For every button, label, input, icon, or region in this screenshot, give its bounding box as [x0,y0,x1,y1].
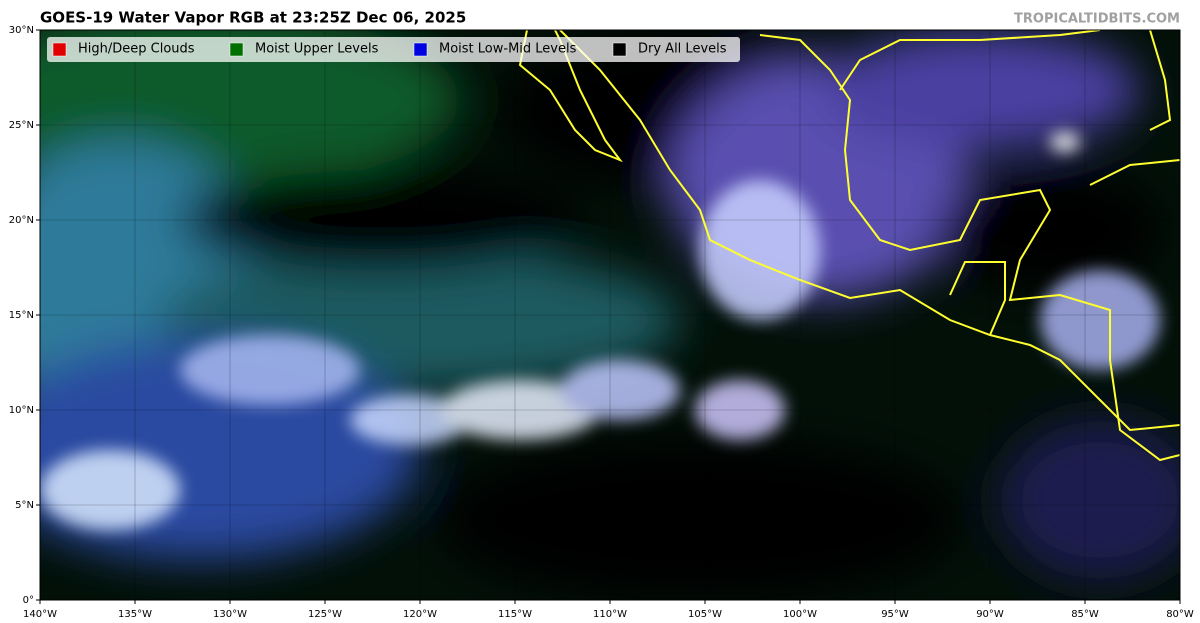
y-tick-label: 20°N [9,215,34,226]
y-tick-label: 5°N [15,500,34,511]
y-tick-label: 25°N [9,120,34,131]
legend-label: Moist Upper Levels [255,42,379,57]
title: GOES-19 Water Vapor RGB at 23:25Z Dec 06… [40,9,466,27]
x-tick-label: 100°W [783,609,817,620]
y-tick-label: 30°N [9,25,34,36]
x-tick-label: 120°W [403,609,437,620]
x-tick-label: 80°W [1166,609,1194,620]
satellite-image [40,30,1180,600]
legend-box [47,37,740,62]
coastlines [518,30,1180,462]
legend-swatch [413,42,428,57]
legend-swatch [612,42,627,57]
x-tick-label: 105°W [688,609,722,620]
legend: High/Deep Clouds Moist Upper Levels Moist … [47,37,740,62]
x-tick-label: 130°W [213,609,247,620]
legend-label: Moist Low-Mid Levels [439,42,577,57]
legend-label: Dry All Levels [638,42,727,57]
x-tick-label: 95°W [881,609,909,620]
legend-swatch [52,42,67,57]
axis-ticks: 140°W 135°W 130°W 125°W 120°W 115°W 110°W 105°W… [9,25,1194,620]
watermark: TROPICALTIDBITS.COM [1014,12,1180,27]
legend-swatch [229,42,244,57]
y-tick-label: 15°N [9,310,34,321]
x-tick-label: 110°W [593,609,627,620]
x-tick-label: 125°W [308,609,342,620]
x-tick-label: 85°W [1071,609,1099,620]
y-tick-label: 10°N [9,405,34,416]
y-tick-label: 0° [23,595,34,606]
x-tick-label: 140°W [23,609,57,620]
x-tick-label: 135°W [118,609,152,620]
x-tick-label: 115°W [498,609,532,620]
legend-label: High/Deep Clouds [78,42,195,57]
x-tick-label: 90°W [976,609,1004,620]
